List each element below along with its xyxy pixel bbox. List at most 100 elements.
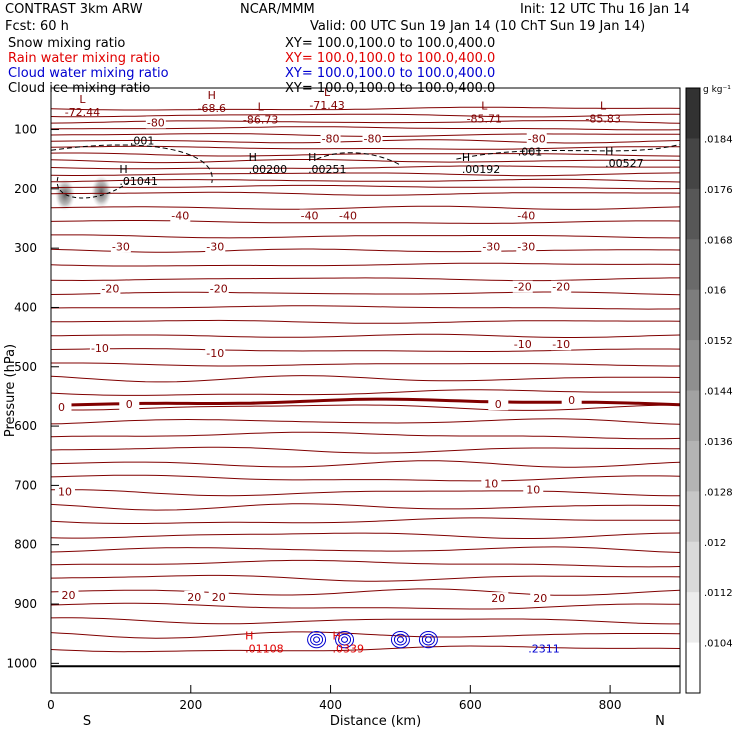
isotherm-line <box>50 645 681 653</box>
colorbar-unit: g kg⁻¹ <box>703 85 731 95</box>
isotherm-line <box>50 178 681 183</box>
temperature-contour-label: -80 <box>147 116 165 129</box>
contour-label-bg <box>516 209 537 222</box>
contour-label-bg <box>551 280 572 293</box>
temperature-contour-label: 20 <box>61 589 75 602</box>
temperature-contour-label: 20 <box>491 592 505 605</box>
snow-extremum-marker: H <box>308 151 316 164</box>
temperature-contour-label: -10 <box>206 347 224 360</box>
colorbar-label: .0112 <box>704 588 733 599</box>
field-rain-xy: XY= 100.0,100.0 to 100.0,400.0 <box>285 51 496 66</box>
isotherm-line <box>50 532 681 539</box>
isotherm-line <box>50 517 681 524</box>
temperature-contour-label: 10 <box>526 484 540 497</box>
low-level-label: .0339 <box>333 642 365 655</box>
colorbar-swatch <box>686 541 700 594</box>
colorbar-label: .0168 <box>704 235 733 246</box>
extremum-marker: L <box>481 99 488 112</box>
temperature-contour-label: 10 <box>58 485 72 498</box>
isotherm-line <box>50 474 681 482</box>
contour-label-bg <box>526 132 547 145</box>
colorbar-label: .0144 <box>704 387 733 398</box>
valid-time: Valid: 00 UTC Sun 19 Jan 14 (10 ChT Sun … <box>310 19 646 34</box>
extremum-marker: L <box>258 101 265 114</box>
contour-label-bg <box>184 590 205 603</box>
isotherm-line <box>50 319 681 324</box>
x-tick-label: 400 <box>319 698 342 712</box>
isotherm-line <box>50 389 681 396</box>
y-tick-label: 800 <box>14 538 37 552</box>
y-tick-label: 400 <box>14 300 37 314</box>
isotherm-line <box>50 460 681 468</box>
contour-label-bg <box>523 483 544 496</box>
temperature-contour-label: -20 <box>552 281 570 294</box>
isotherm-line <box>50 159 681 164</box>
isotherm-line <box>50 348 681 352</box>
temperature-contour-label: 20 <box>187 591 201 604</box>
isotherm-line <box>50 503 681 511</box>
isotherm-line <box>50 333 681 338</box>
zero-isotherm-line <box>50 397 681 407</box>
colorbar-swatch <box>686 188 700 241</box>
init-time: Init: 12 UTC Thu 16 Jan 14 <box>520 2 690 17</box>
isotherm-line <box>50 113 681 118</box>
y-tick-label: 700 <box>14 478 37 492</box>
temperature-contour-label: -40 <box>339 210 357 223</box>
field-cloudwater-name: Cloud water mixing ratio <box>8 66 169 81</box>
extremum-value: -85.83 <box>585 112 620 125</box>
temperature-contour-label: -10 <box>91 342 109 355</box>
temperature-contour-label: -80 <box>322 132 340 145</box>
contour-label-bg <box>205 347 226 360</box>
cloudwater-contour <box>418 631 438 649</box>
isotherm-line <box>50 574 681 582</box>
snow-shading-blob <box>54 178 75 211</box>
colorbar-swatch <box>686 340 700 392</box>
colorbar-frame <box>685 87 701 694</box>
x-tick-label: 600 <box>459 698 482 712</box>
isotherm-line <box>51 234 680 239</box>
contour-label-bg <box>512 338 533 351</box>
isotherm-line <box>50 588 681 596</box>
extremum-value: -68.6 <box>198 102 226 115</box>
snow-contour-label: .001 <box>130 135 155 148</box>
temperature-contour-label: 20 <box>533 592 547 605</box>
temperature-contour-label: 0 <box>495 398 502 411</box>
snow-extremum-marker: H <box>249 151 257 164</box>
snow-contour-label: .00200 <box>249 163 288 176</box>
x-tick-label: 200 <box>179 698 202 712</box>
temperature-contour-label: -40 <box>517 210 535 223</box>
snow-contour-label: .00192 <box>462 163 501 176</box>
snow-contour-line <box>50 143 681 184</box>
y-tick-label: 200 <box>14 182 37 196</box>
isotherm-line <box>50 106 681 111</box>
colorbar-label: .0128 <box>704 487 733 498</box>
contour-label-bg <box>208 590 229 603</box>
snow-contour-label: .001 <box>518 145 543 158</box>
cloudwater-contour <box>310 633 324 646</box>
extremum-value: -85.71 <box>467 112 502 125</box>
colorbar-label: .0104 <box>704 639 733 650</box>
temperature-contour-label: -30 <box>482 240 500 253</box>
colorbar-swatch <box>686 642 700 694</box>
isotherm-line <box>50 559 681 568</box>
contour-label-bg <box>362 132 383 145</box>
temperature-contour-label: 0 <box>568 394 575 407</box>
colorbar-swatch <box>686 239 700 291</box>
isotherm-line <box>50 291 681 296</box>
colorbar-swatch <box>686 491 700 543</box>
field-snow-xy: XY= 100.0,100.0 to 100.0,400.0 <box>285 36 496 51</box>
extremum-value: -72.44 <box>65 106 100 119</box>
chart-title-center: NCAR/MMM <box>240 2 315 17</box>
temperature-contour-label: 20 <box>212 591 226 604</box>
colorbar-label: .016 <box>704 286 726 297</box>
isotherm-line <box>50 602 681 610</box>
contour-label-bg <box>551 338 572 351</box>
temperature-contour-label: -30 <box>112 240 130 253</box>
snow-contour-label: .01041 <box>119 175 158 188</box>
extremum-marker: L <box>600 99 607 112</box>
contour-label-bg <box>516 240 537 253</box>
colorbar-swatch <box>686 88 700 140</box>
isotherm-line <box>50 262 680 267</box>
colorbar-label: .0152 <box>704 336 733 347</box>
